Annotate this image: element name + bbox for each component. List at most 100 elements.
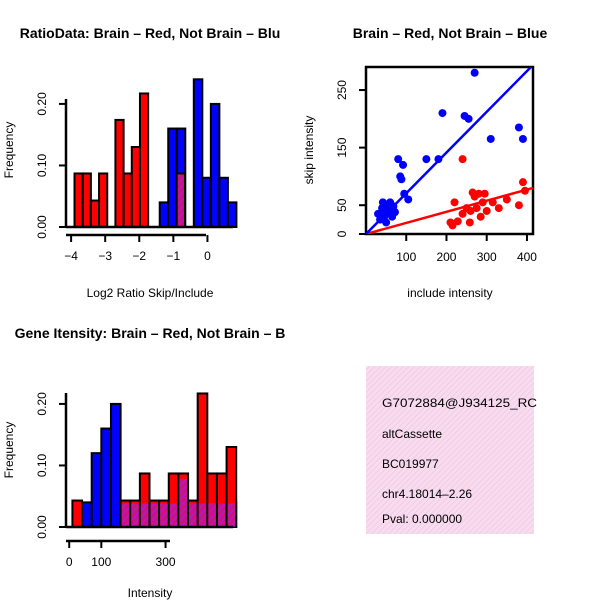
scatter-x-label: include intensity (407, 286, 492, 300)
scatter-point-not-brain-20 (404, 195, 413, 204)
intensity-ytick-label-0: 0.00 (35, 515, 49, 539)
scatter-xtick-label-1: 200 (436, 250, 456, 264)
info-accession: BC019977 (382, 457, 439, 471)
ratio-bars (73, 78, 238, 229)
info-box-background (366, 366, 534, 534)
scatter-xtick-label-3: 400 (517, 250, 537, 264)
ratio-overlap-8-2 (177, 174, 184, 227)
scatter-panel: Brain – Red, Not Brain – Blue 100 200 300 4… (302, 25, 547, 300)
intensity-y-ticks: 0.00 0.10 0.20 (35, 392, 66, 539)
ratio-bar-not-brain-0 (158, 201, 170, 228)
ratio-x-ticks: −4 −3 −2 −1 0 (64, 235, 211, 263)
scatter-points (374, 68, 529, 230)
intensity-bars (71, 392, 238, 529)
info-id-line: G7072884@J934125_RC (382, 396, 537, 410)
scatter-ytick-label-0: 0 (335, 230, 349, 237)
scatter-point-brain-21 (488, 198, 497, 207)
ratio-bar-brain-3 (98, 172, 109, 228)
scatter-y-label: skip intensity (302, 116, 316, 185)
scatter-ytick-label-2: 150 (335, 137, 349, 157)
intensity-overlap-2-5 (131, 503, 139, 527)
ratio-bar-brain-7 (138, 92, 150, 229)
ratio-y-ticks: 0.00 0.10 0.20 (35, 92, 66, 239)
scatter-fit-brain (366, 186, 533, 234)
scatter-x-ticks: 100 200 300 400 (396, 234, 537, 264)
scatter-point-brain-9 (480, 189, 489, 198)
scatter-point-not-brain-21 (422, 155, 431, 164)
intensity-overlap-8-11 (189, 503, 197, 527)
scatter-point-not-brain-19 (400, 189, 409, 198)
info-location: chr4.18014–2.26 (382, 487, 472, 501)
intensity-overlap-12-15 (227, 503, 236, 527)
intensity-xtick-label-0: 0 (66, 555, 73, 569)
scatter-point-not-brain-6 (382, 218, 391, 227)
intensity-overlap-5-8 (160, 503, 168, 527)
info-pval: Pval: 0.000000 (382, 512, 462, 526)
scatter-point-brain-18 (514, 201, 523, 210)
ratio-bar-not-brain-7 (218, 176, 229, 228)
intensity-xtick-label-2: 300 (156, 555, 176, 569)
ratio-bar-brain-0 (73, 172, 84, 228)
scatter-plot-frame (364, 65, 535, 236)
ratio-xtick-label-1: −3 (98, 249, 112, 263)
scatter-point-brain-8 (478, 198, 487, 207)
ratio-bar-not-brain-6 (209, 102, 221, 228)
scatter-point-brain-19 (518, 178, 527, 187)
scatter-point-not-brain-17 (397, 175, 406, 184)
ratio-histogram-panel: RatioData: Brain – Red, Not Brain – Blu … (2, 25, 280, 300)
intensity-overlap-4-7 (150, 503, 159, 527)
intensity-overlap-10-13 (208, 503, 216, 527)
intensity-overlap-1-4 (121, 503, 130, 527)
scatter-point-brain-20 (520, 186, 529, 195)
scatter-point-not-brain-15 (394, 155, 403, 164)
scatter-point-not-brain-18 (399, 160, 408, 169)
ratio-bar-brain-6 (130, 146, 141, 228)
intensity-ytick-label-1: 0.10 (35, 453, 49, 477)
info-event-type: altCassette (382, 427, 442, 441)
scatter-point-brain-5 (472, 204, 481, 213)
scatter-ytick-label-1: 50 (335, 198, 349, 212)
intensity-bar-brain-0 (71, 499, 84, 528)
scatter-point-brain-6 (474, 189, 483, 198)
ratio-bar-brain-4 (114, 118, 125, 228)
intensity-overlap-11-14 (217, 503, 226, 527)
scatter-point-not-brain-25 (464, 114, 473, 123)
ratio-xtick-label-2: −2 (132, 249, 146, 263)
ratio-xtick-label-0: −4 (64, 249, 78, 263)
intensity-xtick-label-1: 100 (91, 555, 111, 569)
ratio-x-label: Log2 Ratio Skip/Include (87, 286, 214, 300)
scatter-point-brain-16 (465, 218, 474, 227)
ratio-xtick-label-4: 0 (204, 249, 211, 263)
intensity-ytick-label-2: 0.20 (35, 392, 49, 416)
ratio-y-label: Frequency (2, 122, 16, 179)
scatter-point-not-brain-26 (470, 68, 479, 77)
intensity-bar-not-brain-0 (81, 501, 93, 528)
intensity-y-label: Frequency (2, 422, 16, 479)
scatter-xtick-label-2: 300 (477, 250, 497, 264)
scatter-point-brain-22 (494, 204, 503, 213)
scatter-point-brain-2 (466, 206, 475, 215)
scatter-ytick-label-3: 250 (335, 80, 349, 100)
ratio-ytick-label-1: 0.10 (35, 153, 49, 177)
scatter-point-brain-0 (458, 155, 467, 164)
ratio-bar-not-brain-5 (201, 176, 212, 228)
scatter-point-not-brain-14 (390, 208, 399, 217)
intensity-overlap-6-9 (169, 503, 178, 527)
intensity-bar-not-brain-1 (90, 452, 103, 528)
scatter-point-brain-7 (476, 212, 485, 221)
intensity-overlap-3-6 (140, 503, 149, 527)
scatter-point-not-brain-23 (438, 109, 447, 118)
ratio-xtick-label-3: −1 (167, 249, 181, 263)
intensity-x-label: Intensity (128, 586, 173, 600)
ratio-chart-title: RatioData: Brain – Red, Not Brain – Blu (20, 25, 281, 41)
scatter-point-brain-10 (482, 206, 491, 215)
scatter-point-brain-14 (453, 217, 462, 226)
intensity-bar-not-brain-2 (100, 427, 112, 528)
ratio-ytick-label-0: 0.00 (35, 215, 49, 239)
scatter-chart-title: Brain – Red, Not Brain – Blue (353, 25, 548, 41)
ratio-bar-brain-1 (81, 172, 92, 228)
scatter-point-not-brain-22 (434, 155, 443, 164)
intensity-bar-not-brain-3 (109, 402, 122, 528)
ratio-ytick-label-2: 0.20 (35, 92, 49, 116)
